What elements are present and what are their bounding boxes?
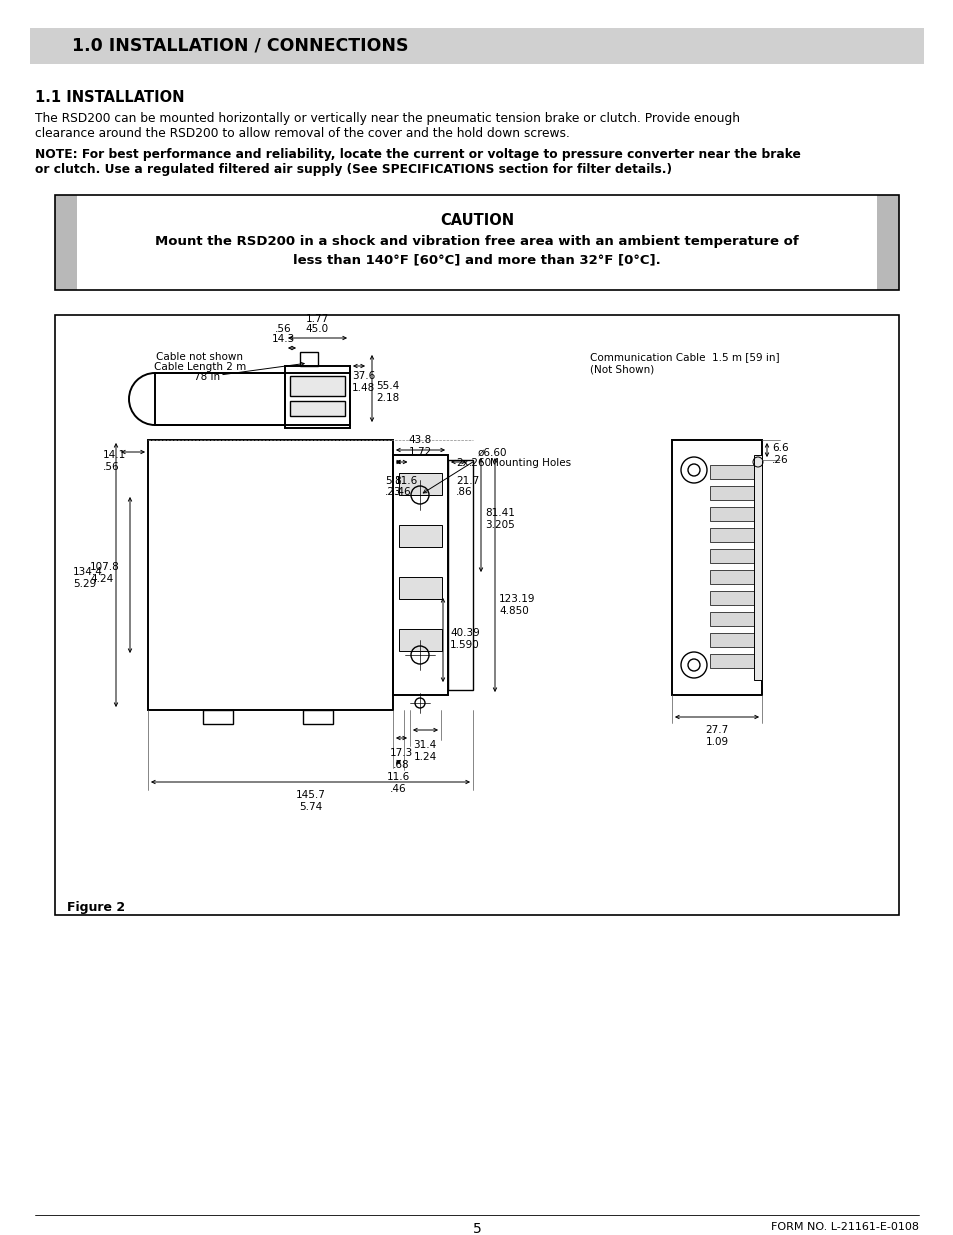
Text: 1.72: 1.72: [409, 447, 432, 457]
Text: .46: .46: [389, 784, 406, 794]
Text: .26: .26: [771, 454, 788, 466]
Text: 14.3: 14.3: [271, 333, 294, 345]
Bar: [398, 525, 441, 547]
Bar: [398, 577, 441, 599]
Text: 55.4: 55.4: [375, 382, 399, 391]
Text: 21.7: 21.7: [456, 475, 478, 487]
Text: Cable Length 2 m: Cable Length 2 m: [153, 362, 246, 372]
Bar: [77, 195, 876, 290]
Bar: [709, 592, 754, 605]
Text: .86: .86: [456, 487, 472, 496]
Text: Cable not shown: Cable not shown: [156, 352, 243, 362]
Text: Mounting Holes: Mounting Holes: [490, 458, 571, 468]
Text: 14.1: 14.1: [103, 450, 126, 459]
Text: 81.41: 81.41: [484, 508, 515, 517]
Text: 43.8: 43.8: [409, 435, 432, 445]
Text: 27.7: 27.7: [704, 725, 728, 735]
Text: 37.6: 37.6: [352, 370, 375, 382]
Bar: [290, 401, 345, 416]
Text: 5.29: 5.29: [73, 579, 96, 589]
Bar: [709, 655, 754, 668]
Text: clearance around the RSD200 to allow removal of the cover and the hold down scre: clearance around the RSD200 to allow rem…: [35, 127, 569, 140]
Text: 45.0: 45.0: [306, 324, 329, 333]
Bar: [709, 571, 754, 584]
Text: 4.24: 4.24: [90, 573, 113, 583]
Bar: [203, 710, 233, 724]
Text: 1.77: 1.77: [306, 314, 329, 324]
Bar: [709, 550, 754, 563]
Text: NOTE: For best performance and reliability, locate the current or voltage to pre: NOTE: For best performance and reliabili…: [35, 148, 800, 161]
Text: 40.39: 40.39: [450, 627, 479, 637]
Text: 1.48: 1.48: [352, 383, 375, 393]
Bar: [398, 473, 441, 495]
Text: 11.6: 11.6: [386, 772, 409, 782]
Text: 5.8: 5.8: [385, 475, 401, 487]
Bar: [876, 195, 898, 290]
Text: Communication Cable  1.5 m [59 in]: Communication Cable 1.5 m [59 in]: [589, 352, 779, 362]
Bar: [709, 487, 754, 500]
Text: (Not Shown): (Not Shown): [589, 364, 654, 374]
Text: 1.09: 1.09: [704, 737, 728, 747]
Bar: [303, 710, 333, 724]
Text: The RSD200 can be mounted horizontally or vertically near the pneumatic tension : The RSD200 can be mounted horizontally o…: [35, 112, 740, 125]
Text: .56: .56: [103, 462, 119, 472]
Bar: [398, 629, 441, 651]
Text: 4.850: 4.850: [498, 606, 528, 616]
Text: 17.3: 17.3: [389, 748, 413, 758]
Text: ø6.60: ø6.60: [477, 448, 507, 458]
Text: 145.7: 145.7: [295, 790, 325, 800]
Text: 1.1 INSTALLATION: 1.1 INSTALLATION: [35, 90, 184, 105]
Text: CAUTION: CAUTION: [439, 212, 514, 228]
Text: 6.6: 6.6: [771, 443, 788, 453]
Bar: [753, 454, 761, 680]
Bar: [285, 366, 350, 429]
Bar: [709, 529, 754, 542]
Text: 2x: 2x: [456, 458, 468, 468]
Text: 134.4: 134.4: [73, 567, 103, 577]
Text: 1.0 INSTALLATION / CONNECTIONS: 1.0 INSTALLATION / CONNECTIONS: [71, 36, 408, 54]
Bar: [154, 373, 285, 425]
Text: .46: .46: [395, 487, 411, 496]
Text: 123.19: 123.19: [498, 594, 535, 604]
Text: FORM NO. L-21161-E-0108: FORM NO. L-21161-E-0108: [770, 1221, 918, 1233]
Text: 5.74: 5.74: [298, 802, 322, 811]
Text: 5: 5: [472, 1221, 481, 1235]
Bar: [709, 634, 754, 647]
Bar: [55, 195, 898, 290]
Text: 31.4: 31.4: [413, 740, 436, 750]
Bar: [671, 440, 761, 695]
Text: less than 140°F [60°C] and more than 32°F [0°C].: less than 140°F [60°C] and more than 32°…: [293, 253, 660, 266]
Bar: [148, 440, 393, 710]
Text: Figure 2: Figure 2: [67, 902, 125, 914]
Text: 1.590: 1.590: [450, 640, 479, 650]
Text: Mount the RSD200 in a shock and vibration free area with an ambient temperature : Mount the RSD200 in a shock and vibratio…: [155, 235, 798, 248]
Bar: [299, 352, 317, 366]
Bar: [393, 454, 448, 695]
Text: 78 in: 78 in: [193, 372, 220, 382]
Bar: [55, 195, 77, 290]
Bar: [709, 466, 754, 479]
Bar: [290, 375, 345, 396]
Bar: [709, 508, 754, 521]
Bar: [709, 613, 754, 626]
Text: 2.18: 2.18: [375, 393, 399, 403]
Text: .23: .23: [385, 487, 401, 496]
Text: or clutch. Use a regulated filtered air supply (See SPECIFICATIONS section for f: or clutch. Use a regulated filtered air …: [35, 163, 671, 177]
Text: 3.205: 3.205: [484, 520, 515, 530]
Text: .260: .260: [469, 458, 492, 468]
Text: 11.6: 11.6: [395, 475, 417, 487]
Bar: [448, 459, 473, 690]
Text: 107.8: 107.8: [90, 562, 120, 572]
Bar: [55, 315, 898, 915]
Bar: [30, 28, 923, 64]
Text: 1.24: 1.24: [413, 752, 436, 762]
Text: .68: .68: [393, 760, 409, 769]
Text: .56: .56: [274, 324, 291, 333]
